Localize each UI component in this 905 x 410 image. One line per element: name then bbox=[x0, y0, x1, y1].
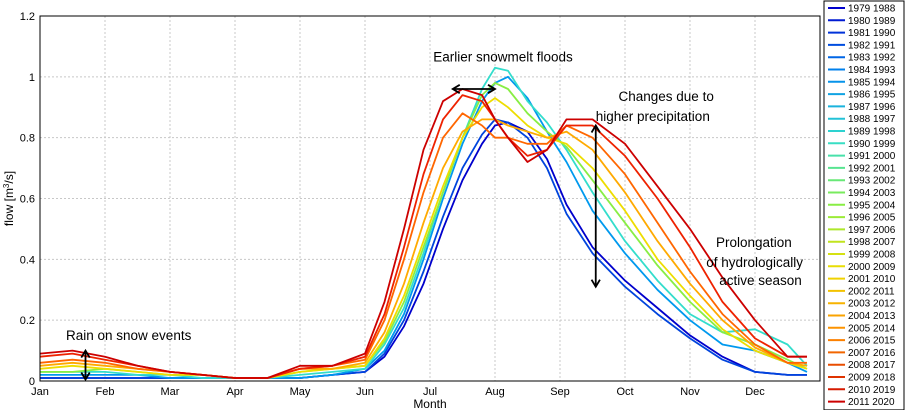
x-tick-label: May bbox=[290, 386, 311, 398]
legend-entry: 1993 2002 bbox=[848, 176, 896, 187]
legend-entry: 1988 1997 bbox=[848, 114, 896, 125]
legend-entry: 1979 1988 bbox=[848, 4, 896, 15]
legend-entry: 1986 1995 bbox=[848, 90, 896, 101]
arrow-head bbox=[487, 84, 497, 94]
legend-entry: 2011 2020 bbox=[848, 397, 895, 408]
x-tick-label: Oct bbox=[616, 386, 633, 398]
legend-entry: 2004 2013 bbox=[848, 311, 896, 322]
legend-entry: 1985 1994 bbox=[848, 77, 896, 88]
arrow-head bbox=[80, 348, 91, 359]
legend-entry: 1980 1989 bbox=[848, 16, 896, 27]
legend-entry: 2008 2017 bbox=[848, 360, 896, 371]
arrow-head bbox=[590, 279, 601, 289]
legend-entry: 2003 2012 bbox=[848, 299, 896, 310]
annotation-text: of hydrologically bbox=[706, 255, 803, 270]
y-tick-label: 0 bbox=[29, 376, 35, 388]
x-tick-label: Apr bbox=[226, 386, 243, 398]
x-tick-label: Feb bbox=[96, 386, 115, 398]
annotations: Rain on snow events Earlier snowmelt floo… bbox=[66, 50, 803, 343]
legend-entry: 1990 1999 bbox=[848, 139, 896, 150]
x-tick-label: Mar bbox=[161, 386, 180, 398]
legend-entry: 1989 1998 bbox=[848, 127, 896, 138]
y-tick-label: 0.8 bbox=[20, 133, 35, 145]
y-tick-label: 0.4 bbox=[20, 254, 35, 266]
legend-entry: 2009 2018 bbox=[848, 373, 896, 384]
y-axis-label: flow [m3/s] bbox=[2, 171, 17, 226]
annotation-text: active season bbox=[719, 273, 802, 288]
y-tick-label: 0.2 bbox=[20, 315, 35, 327]
series-layer bbox=[39, 66, 808, 379]
legend-entry: 1984 1993 bbox=[848, 65, 896, 76]
arrow-head bbox=[451, 84, 461, 94]
x-tick-label: Aug bbox=[485, 386, 505, 398]
legend-entry: 1994 2003 bbox=[848, 188, 896, 199]
annotation-text: Earlier snowmelt floods bbox=[433, 50, 573, 65]
x-ticks: Jan Feb Mar Apr May Jun Jul Aug Sep Oct Nov Dec bbox=[31, 386, 765, 398]
legend-entry: 1995 2004 bbox=[848, 200, 896, 211]
y-tick-label: 1.2 bbox=[20, 11, 35, 23]
legend-entry: 1983 1992 bbox=[848, 53, 896, 64]
legend-entry: 1998 2007 bbox=[848, 237, 896, 248]
y-axis-label-tail: /s] bbox=[2, 171, 16, 184]
annotation-text: Rain on snow events bbox=[66, 328, 192, 343]
legend-entry: 1992 2001 bbox=[848, 163, 896, 174]
legend-entry: 2006 2015 bbox=[848, 336, 896, 347]
legend-entry: 2010 2019 bbox=[848, 385, 896, 396]
annotation-text: higher precipitation bbox=[596, 109, 710, 124]
x-tick-label: Sep bbox=[550, 386, 570, 398]
arrow-head bbox=[590, 123, 601, 133]
arrow-head bbox=[80, 372, 91, 382]
legend-entry: 1981 1990 bbox=[848, 28, 896, 39]
legend-entry: 2005 2014 bbox=[848, 323, 896, 334]
legend-entry: 2002 2011 bbox=[848, 286, 895, 297]
legend-entry: 2007 2016 bbox=[848, 348, 896, 359]
y-ticks: 0 0.2 0.4 0.6 0.8 1 1.2 bbox=[20, 11, 35, 388]
legend-entry: 1982 1991 bbox=[848, 40, 896, 51]
annotation-text: Changes due to bbox=[619, 89, 714, 104]
y-axis-label-sup: 3 bbox=[2, 183, 11, 188]
x-tick-label: Nov bbox=[680, 386, 700, 398]
plot-frame bbox=[39, 15, 821, 382]
annotation-text: Prolongation bbox=[716, 235, 792, 250]
legend-entry: 1987 1996 bbox=[848, 102, 896, 113]
x-tick-label: Jan bbox=[31, 386, 49, 398]
legend-entry: 1996 2005 bbox=[848, 213, 896, 224]
legend-entry: 2001 2010 bbox=[848, 274, 896, 285]
legend-entry: 1991 2000 bbox=[848, 151, 896, 162]
grid bbox=[39, 15, 820, 382]
x-tick-label: Dec bbox=[745, 386, 765, 398]
y-tick-label: 1 bbox=[29, 72, 35, 84]
y-axis-label-main: flow [m bbox=[2, 188, 16, 226]
x-axis-label: Month bbox=[413, 397, 446, 410]
annotation-arrows bbox=[80, 84, 601, 382]
legend-entry: 2000 2009 bbox=[848, 262, 896, 273]
x-tick-label: Jun bbox=[356, 386, 374, 398]
x-tick-label: Jul bbox=[423, 386, 437, 398]
legend-entry: 1997 2006 bbox=[848, 225, 896, 236]
flow-series-line bbox=[39, 88, 807, 379]
legend-entry: 1999 2008 bbox=[848, 250, 896, 261]
y-tick-label: 0.6 bbox=[20, 194, 35, 206]
